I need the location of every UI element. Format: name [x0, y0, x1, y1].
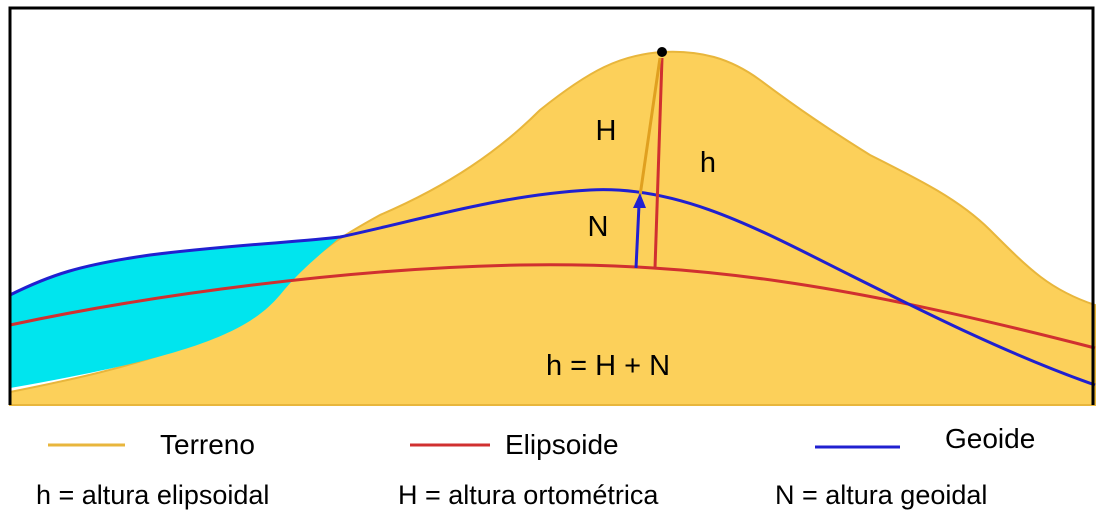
legend-label: Elipsoide: [505, 429, 619, 460]
diagram: H h N h = H + N Terreno Elipsoide Geoide…: [0, 0, 1100, 515]
label-h: h: [700, 147, 716, 179]
legend-label: Geoide: [945, 423, 1035, 454]
legend-label: Terreno: [160, 429, 255, 460]
definition: H = altura ortométrica: [398, 480, 659, 510]
point: [657, 47, 667, 57]
definition: N = altura geoidal: [775, 480, 987, 510]
label-N: N: [588, 211, 609, 243]
label-H: H: [596, 115, 617, 147]
definition: h = altura elipsoidal: [36, 480, 269, 510]
equation: h = H + N: [546, 350, 670, 382]
